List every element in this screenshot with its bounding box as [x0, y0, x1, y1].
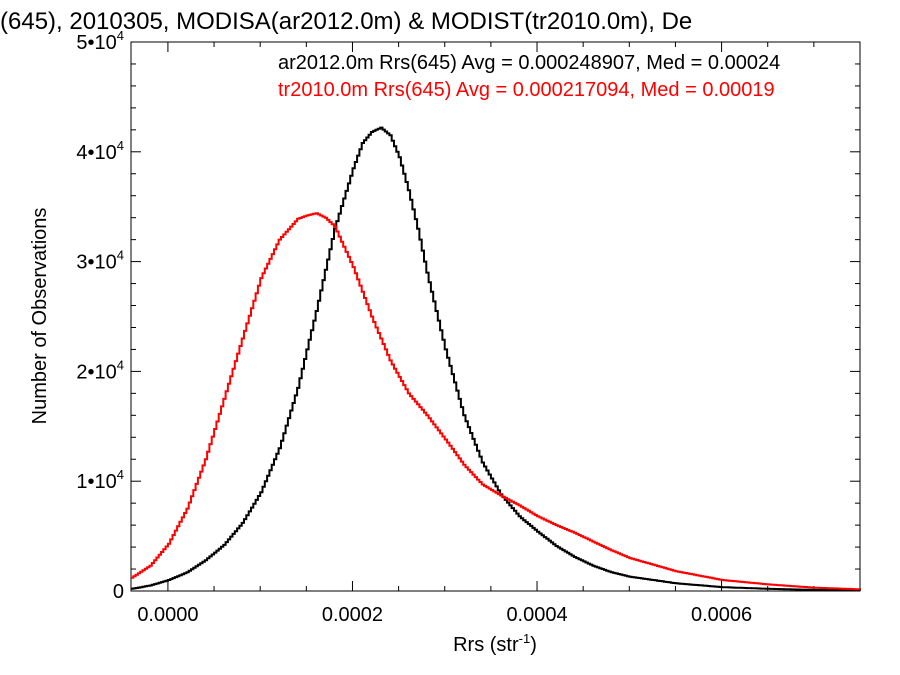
x-tick-label: 0.0002 — [322, 604, 383, 626]
x-tick-label: 0.0004 — [506, 604, 567, 626]
y-tick-label: 4•104 — [76, 138, 124, 164]
y-tick-label: 2•104 — [76, 357, 124, 383]
series-line-tr2010 — [131, 212, 861, 591]
legend-entry-tr2010: tr2010.0m Rrs(645) Avg = 0.000217094, Me… — [278, 79, 775, 101]
x-axis-label-close: ) — [530, 634, 537, 656]
series-lines — [131, 126, 861, 592]
x-axis-label: Rrs (str-1) — [453, 631, 537, 656]
x-ticks: 0.0000 0.0002 0.0004 0.0006 — [137, 42, 861, 626]
x-tick-label: 0.0000 — [137, 604, 198, 626]
series-line-ar2012 — [131, 126, 861, 592]
y-axis-label: Number of Observations — [29, 208, 51, 425]
chart-title: (645), 2010305, MODISA(ar2012.0m) & MODI… — [0, 8, 692, 35]
x-axis-label-main: Rrs (str — [453, 634, 519, 656]
y-tick-label: 0 — [113, 581, 124, 603]
x-tick-label: 0.0006 — [691, 604, 752, 626]
y-ticks: 0 1•104 2•104 3•104 4•104 5•104 — [76, 28, 860, 603]
y-tick-label: 5•104 — [76, 28, 124, 54]
x-axis-label-exponent: -1 — [519, 631, 531, 646]
y-tick-label: 1•104 — [76, 467, 124, 493]
legend-entry-ar2012: ar2012.0m Rrs(645) Avg = 0.000248907, Me… — [278, 52, 780, 74]
plot-frame — [130, 41, 861, 592]
y-tick-label: 3•104 — [76, 248, 124, 274]
